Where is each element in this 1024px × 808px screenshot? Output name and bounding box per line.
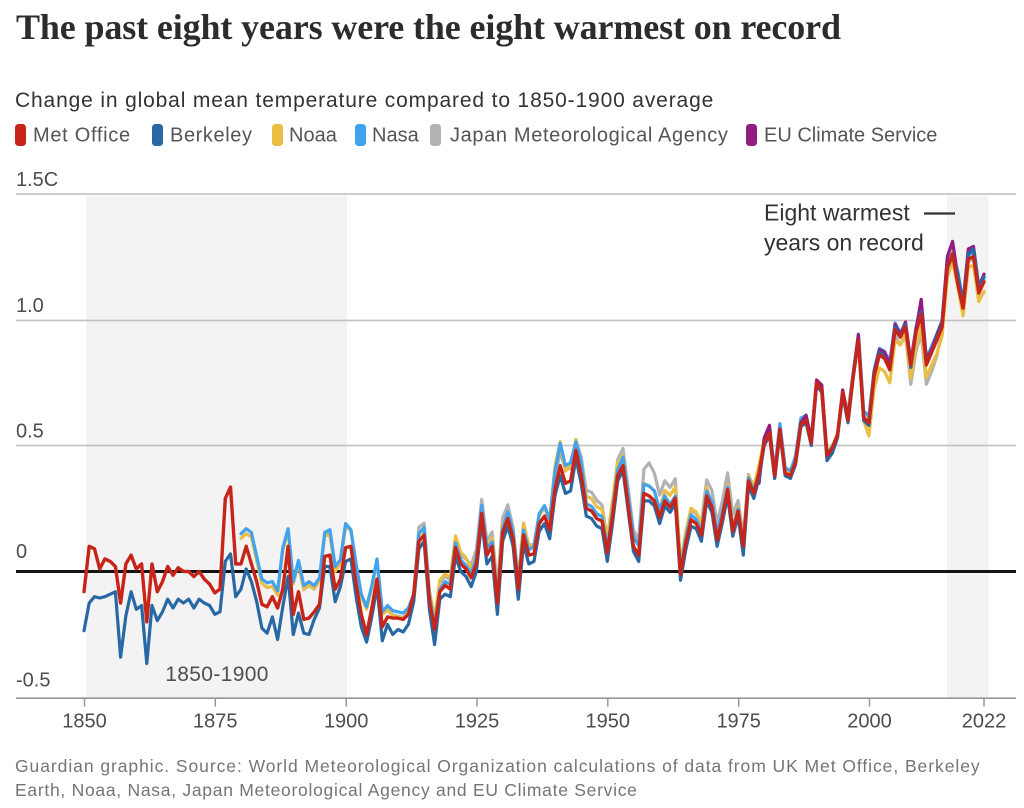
svg-text:1.0: 1.0 (16, 295, 44, 317)
svg-text:1925: 1925 (455, 711, 500, 733)
svg-text:The past eight years were the: The past eight years were the eight warm… (16, 7, 841, 47)
svg-text:Earth, Noaa, Nasa, Japan Meteo: Earth, Noaa, Nasa, Japan Meteorological … (15, 780, 638, 800)
svg-text:1850: 1850 (62, 711, 107, 733)
svg-text:Nasa: Nasa (372, 125, 420, 147)
svg-text:2022: 2022 (962, 711, 1007, 733)
svg-text:1975: 1975 (716, 711, 761, 733)
svg-text:1950: 1950 (586, 711, 631, 733)
svg-text:0: 0 (16, 541, 27, 563)
svg-text:Eight warmest: Eight warmest (764, 200, 910, 226)
svg-text:1850-1900: 1850-1900 (165, 663, 269, 686)
svg-text:Berkeley: Berkeley (170, 125, 253, 147)
svg-text:EU Climate Service: EU Climate Service (764, 125, 937, 147)
svg-text:Met Office: Met Office (33, 125, 131, 147)
svg-text:years on record: years on record (764, 230, 924, 256)
svg-text:0.5: 0.5 (16, 421, 44, 443)
svg-text:Noaa: Noaa (289, 125, 338, 147)
svg-text:Change in global mean temperat: Change in global mean temperature compar… (15, 89, 714, 112)
svg-text:Japan Meteorological Agency: Japan Meteorological Agency (450, 125, 729, 147)
svg-text:1875: 1875 (193, 711, 238, 733)
svg-text:2000: 2000 (847, 711, 892, 733)
svg-text:Guardian graphic. Source: Worl: Guardian graphic. Source: World Meteorol… (15, 756, 981, 776)
svg-text:1900: 1900 (324, 711, 369, 733)
svg-text:-0.5: -0.5 (16, 670, 50, 692)
svg-text:1.5C: 1.5C (16, 169, 58, 191)
